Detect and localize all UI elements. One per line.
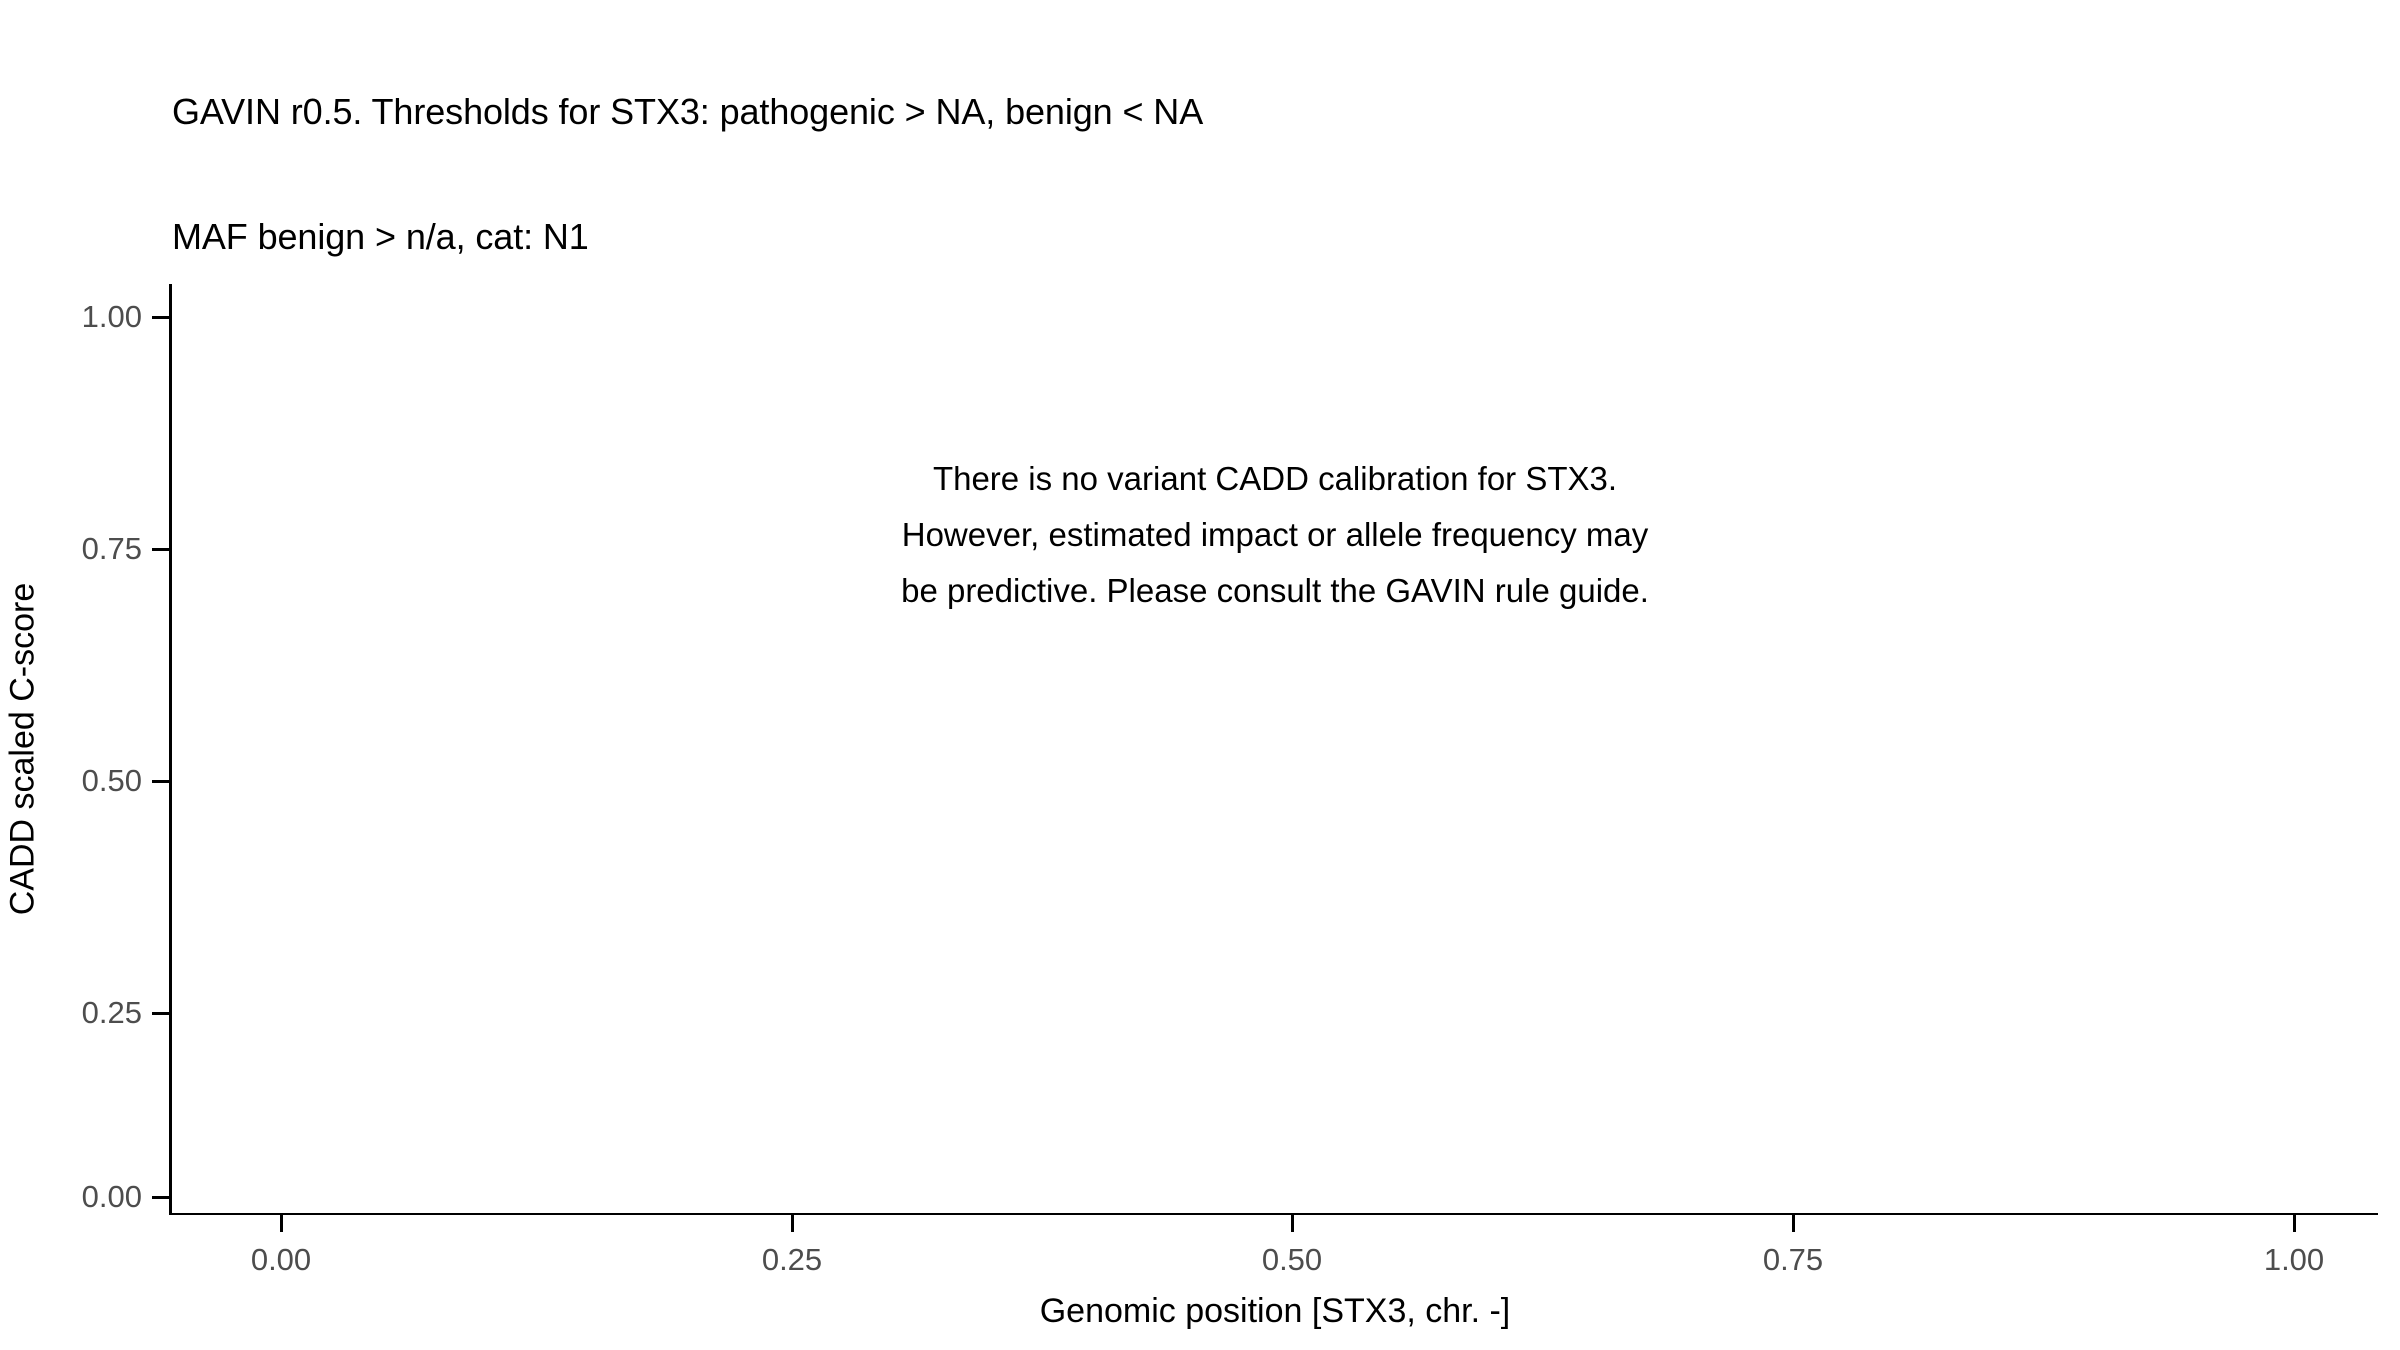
- annotation-line-1: There is no variant CADD calibration for…: [932, 460, 1618, 497]
- x-tick-mark-0.50: [1291, 1215, 1294, 1232]
- x-axis-line: [169, 1211, 2378, 1215]
- x-tick-mark-0.00: [280, 1215, 283, 1232]
- title-line-2: MAF benign > n/a, cat: N1: [172, 215, 589, 257]
- x-axis-title: Genomic position [STX3, chr. -]: [1039, 1292, 1511, 1330]
- x-tick-mark-0.75: [1792, 1215, 1795, 1232]
- y-tick-mark-0.75: [152, 548, 169, 551]
- x-tick-mark-1.00: [2293, 1215, 2296, 1232]
- y-axis-title: CADD scaled C-score: [3, 582, 42, 915]
- y-tick-label-0.25: 0.25: [81, 995, 142, 1030]
- y-axis-title-container: CADD scaled C-score: [0, 284, 46, 1213]
- x-tick-label-0.75: 0.75: [1762, 1242, 1824, 1277]
- annotation-line-2: However, estimated impact or allele freq…: [901, 516, 1649, 553]
- y-tick-mark-1.00: [152, 316, 169, 319]
- x-tick-label-0.25: 0.25: [761, 1242, 823, 1277]
- y-tick-mark-0.25: [152, 1012, 169, 1015]
- y-tick-mark-0.00: [152, 1196, 169, 1199]
- annotation-line-3: be predictive. Please consult the GAVIN …: [901, 572, 1649, 609]
- y-axis-line: [169, 284, 173, 1215]
- x-tick-label-1.00: 1.00: [2263, 1242, 2325, 1277]
- y-tick-label-0.50: 0.50: [81, 763, 142, 798]
- plot-panel: There is no variant CADD calibration for…: [172, 284, 2378, 1213]
- x-tick-label-0.50: 0.50: [1261, 1242, 1323, 1277]
- y-tick-label-0.75: 0.75: [81, 531, 142, 566]
- x-tick-mark-0.25: [791, 1215, 794, 1232]
- y-tick-mark-0.50: [152, 780, 169, 783]
- panel-annotation: There is no variant CADD calibration for…: [172, 451, 2378, 619]
- x-tick-label-0.00: 0.00: [250, 1242, 312, 1277]
- y-tick-label-1.00: 1.00: [81, 299, 142, 334]
- title-line-1: GAVIN r0.5. Thresholds for STX3: pathoge…: [172, 91, 1204, 132]
- y-tick-label-0.00: 0.00: [81, 1179, 142, 1214]
